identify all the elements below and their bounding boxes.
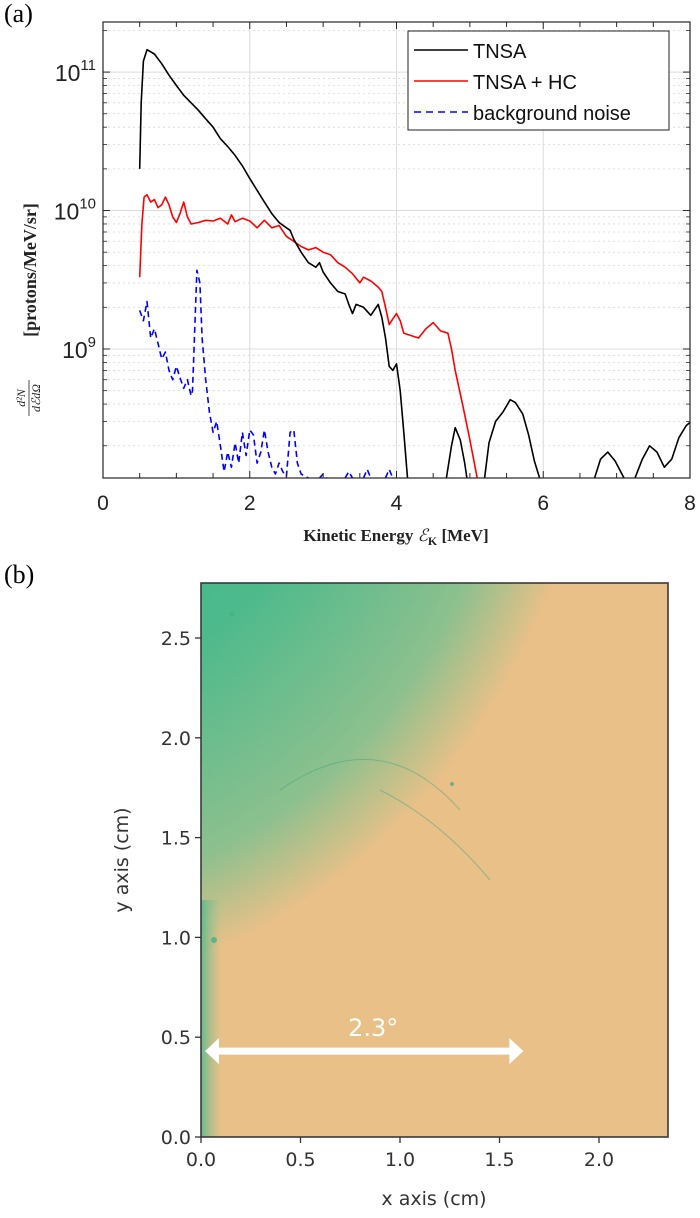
series-line-tnsa: [445, 426, 468, 478]
heatmap-left-edge: [201, 900, 281, 1137]
panel-b-label: (b): [4, 560, 34, 589]
y-tick-label-exponent: 10: [79, 196, 96, 213]
legend-label-tnsa-hc: TNSA + HC: [473, 72, 577, 94]
legend-entry-tnsa: TNSA: [414, 41, 527, 63]
panel-b-x-axis-label: x axis (cm): [381, 1188, 486, 1210]
y-tick-label: 0.5: [161, 1027, 191, 1049]
legend-entry-tnsa-hc: TNSA + HC: [414, 72, 577, 94]
x-label-subscript: K: [428, 534, 438, 548]
y-tick-label-base: 10: [62, 337, 88, 363]
x-tick-label: 2.0: [584, 1149, 614, 1171]
y-tick-label-base: 10: [55, 60, 81, 86]
panel-a-legend: TNSA TNSA + HC background noise: [407, 30, 670, 131]
arrow-right-head-icon: [509, 1038, 524, 1065]
x-tick-label: 8: [684, 492, 696, 515]
panel-a-label: (a): [4, 0, 33, 28]
series-line-tnsa: [634, 421, 690, 478]
series-line-tnsa: [483, 398, 541, 478]
y-tick-label: 0.0: [161, 1127, 191, 1149]
panel-b-x-tick-labels: 0.0 0.5 1.0 1.5 2.0: [186, 1149, 614, 1171]
heatmap-speck: [450, 782, 454, 786]
y-tick-label: 109: [62, 334, 96, 363]
y-tick-label: 1011: [55, 57, 96, 86]
legend-label-background-noise: background noise: [473, 103, 631, 125]
panel-b-y-axis-label: y axis (cm): [111, 807, 133, 912]
heatmap-speck: [230, 612, 234, 616]
x-label-unit: [MeV]: [437, 526, 488, 545]
series-line-background-noise: [344, 470, 354, 478]
series-line-background-noise: [362, 468, 372, 478]
x-label-symbol: ℰ: [418, 526, 430, 545]
y-tick-label: 1.5: [161, 828, 191, 850]
panel-a-y-axis-label: d²N dℰdΩ [protons/MeV/sr]: [14, 203, 43, 416]
panel-b-y-tick-labels: 0.0 0.5 1.0 1.5 2.0 2.5: [161, 628, 191, 1149]
panel-a-x-tick-labels: 0 2 4 6 8: [97, 492, 696, 515]
heatmap-speck: [211, 937, 217, 943]
panel-a-x-axis-label: Kinetic Energy ℰK [MeV]: [303, 526, 488, 548]
panel-b-axes-box: [200, 582, 669, 1138]
heatmap-green-region: [201, 583, 668, 1137]
heatmap-scratch: [279, 759, 461, 811]
y-label-num: d²N: [14, 388, 28, 407]
y-tick-label-base: 10: [54, 199, 80, 225]
x-tick-label: 1.0: [385, 1149, 415, 1171]
angle-label: 2.3°: [348, 1014, 398, 1042]
x-tick-label: 4: [391, 492, 403, 515]
x-tick-label: 0: [97, 492, 109, 515]
x-tick-label: 1.5: [484, 1149, 514, 1171]
series-line-tnsa: [138, 48, 409, 478]
y-tick-label-exponent: 11: [80, 57, 96, 74]
x-label-main: Kinetic Energy: [303, 526, 417, 545]
y-tick-label: 2.0: [161, 728, 191, 750]
y-label-den: dℰdΩ: [29, 384, 43, 412]
y-tick-label: 1.0: [161, 927, 191, 949]
angle-annotation: 2.3°: [205, 1014, 524, 1065]
series-line-tnsa: [593, 451, 625, 478]
x-tick-label: 6: [537, 492, 549, 515]
y-tick-label: 1010: [54, 196, 96, 225]
series-line-background-noise: [384, 468, 394, 478]
heatmap-scratch: [379, 789, 491, 881]
panel-a-series: [138, 48, 690, 478]
legend-entry-background-noise: background noise: [414, 103, 631, 125]
x-tick-label: 0.0: [186, 1149, 216, 1171]
panel-b-ticks: [195, 637, 600, 1143]
y-tick-label: 2.5: [161, 628, 191, 650]
legend-label-tnsa: TNSA: [473, 41, 527, 63]
x-tick-label: 2: [244, 492, 256, 515]
series-line-background-noise: [138, 269, 309, 478]
series-line-tnsa-hc: [138, 194, 478, 478]
y-tick-label-exponent: 9: [88, 334, 96, 351]
y-label-unit: [protons/MeV/sr]: [20, 203, 40, 337]
panel-a-ticks: [102, 22, 691, 478]
panel-b-image: [201, 583, 668, 1137]
x-tick-label: 0.5: [285, 1149, 315, 1171]
arrow-left-head-icon: [205, 1038, 219, 1065]
